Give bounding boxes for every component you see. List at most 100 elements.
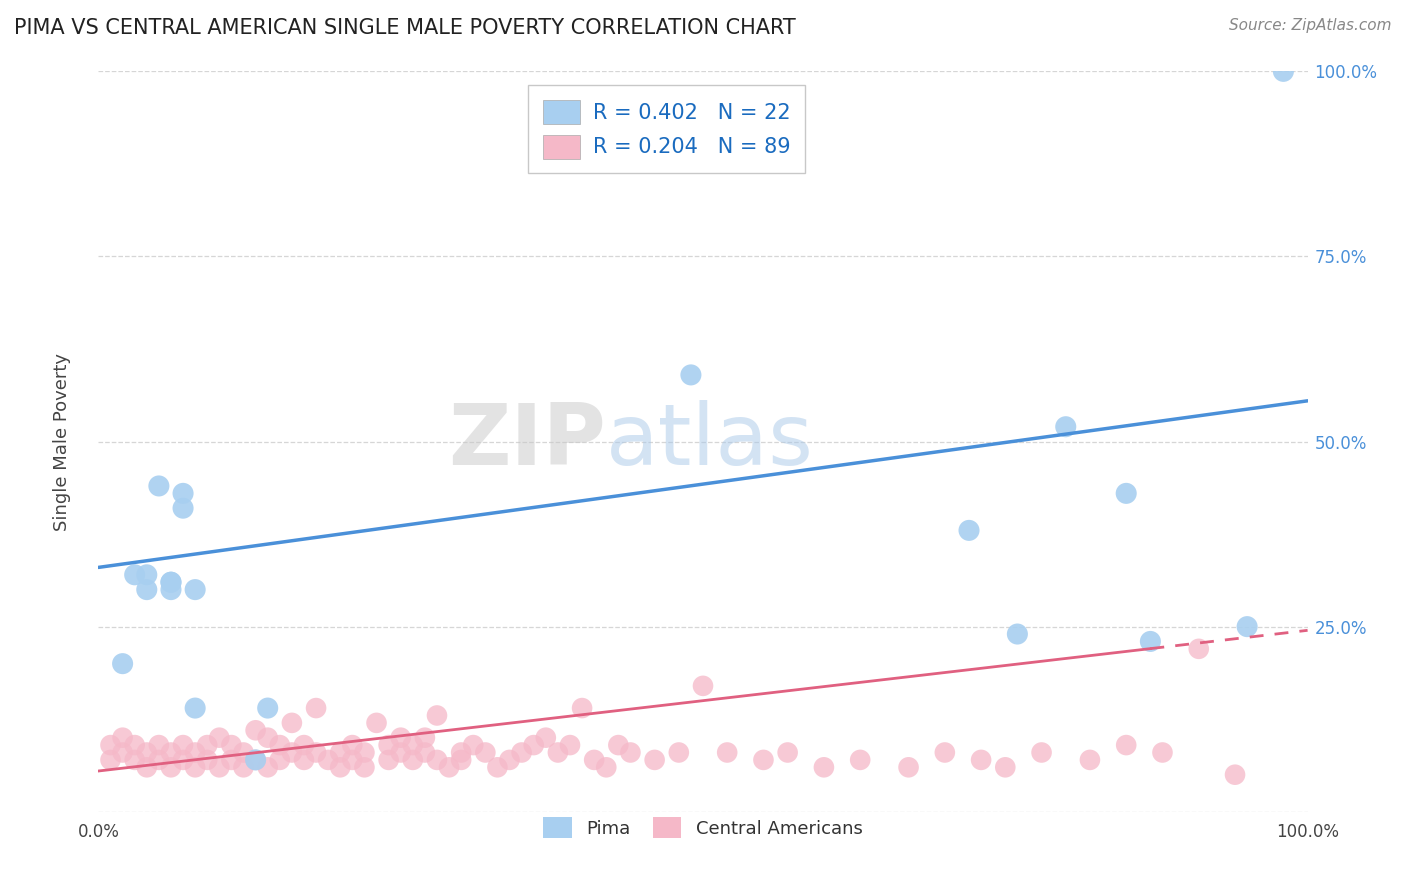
Point xyxy=(172,501,194,516)
Point xyxy=(100,738,122,752)
Point xyxy=(1223,767,1246,781)
Point xyxy=(342,738,364,752)
Point xyxy=(245,753,267,767)
Point xyxy=(329,760,352,774)
Point xyxy=(437,760,460,774)
Point xyxy=(1188,641,1211,656)
Point xyxy=(595,760,617,774)
Point xyxy=(208,731,231,745)
Text: atlas: atlas xyxy=(606,400,814,483)
Point xyxy=(450,746,472,760)
Point xyxy=(124,567,146,582)
Point xyxy=(426,708,449,723)
Point xyxy=(160,575,183,590)
Point xyxy=(1115,738,1137,752)
Point xyxy=(389,746,412,760)
Legend: Pima, Central Americans: Pima, Central Americans xyxy=(534,808,872,847)
Point xyxy=(510,746,533,760)
Point xyxy=(148,738,170,752)
Point xyxy=(679,368,702,382)
Point xyxy=(644,753,666,767)
Point xyxy=(111,657,134,671)
Point xyxy=(160,746,183,760)
Point xyxy=(124,753,146,767)
Point xyxy=(256,701,278,715)
Point xyxy=(934,746,956,760)
Point xyxy=(450,753,472,767)
Point xyxy=(486,760,509,774)
Point xyxy=(389,731,412,745)
Point xyxy=(776,746,799,760)
Point xyxy=(172,738,194,752)
Point xyxy=(269,753,291,767)
Point xyxy=(292,753,315,767)
Point xyxy=(184,746,207,760)
Point xyxy=(849,753,872,767)
Point xyxy=(402,738,425,752)
Point xyxy=(413,731,436,745)
Point xyxy=(692,679,714,693)
Point xyxy=(172,486,194,500)
Point xyxy=(1152,746,1174,760)
Point xyxy=(1139,634,1161,648)
Point xyxy=(281,746,304,760)
Point xyxy=(668,746,690,760)
Point xyxy=(1236,619,1258,633)
Point xyxy=(100,753,122,767)
Text: PIMA VS CENTRAL AMERICAN SINGLE MALE POVERTY CORRELATION CHART: PIMA VS CENTRAL AMERICAN SINGLE MALE POV… xyxy=(14,18,796,37)
Point xyxy=(402,753,425,767)
Point xyxy=(813,760,835,774)
Point xyxy=(897,760,920,774)
Point xyxy=(353,760,375,774)
Point xyxy=(970,753,993,767)
Point xyxy=(195,738,218,752)
Point xyxy=(111,731,134,745)
Point xyxy=(1054,419,1077,434)
Point xyxy=(256,760,278,774)
Text: Source: ZipAtlas.com: Source: ZipAtlas.com xyxy=(1229,18,1392,33)
Point xyxy=(160,582,183,597)
Point xyxy=(534,731,557,745)
Point xyxy=(558,738,581,752)
Point xyxy=(232,760,254,774)
Point xyxy=(377,753,399,767)
Point xyxy=(353,746,375,760)
Point xyxy=(148,479,170,493)
Point xyxy=(172,753,194,767)
Point xyxy=(292,738,315,752)
Point xyxy=(135,567,157,582)
Point xyxy=(305,701,328,715)
Point xyxy=(571,701,593,715)
Point xyxy=(716,746,738,760)
Point xyxy=(269,738,291,752)
Point xyxy=(305,746,328,760)
Point xyxy=(160,760,183,774)
Point xyxy=(366,715,388,730)
Point xyxy=(232,746,254,760)
Point xyxy=(1031,746,1053,760)
Point xyxy=(148,753,170,767)
Point xyxy=(221,753,243,767)
Point xyxy=(377,738,399,752)
Point xyxy=(1115,486,1137,500)
Point xyxy=(547,746,569,760)
Point xyxy=(583,753,606,767)
Point xyxy=(498,753,520,767)
Point xyxy=(523,738,546,752)
Point xyxy=(135,746,157,760)
Point xyxy=(426,753,449,767)
Point xyxy=(1272,64,1295,78)
Point xyxy=(474,746,496,760)
Point xyxy=(316,753,339,767)
Point xyxy=(208,760,231,774)
Point xyxy=(1007,627,1029,641)
Point xyxy=(957,524,980,538)
Point xyxy=(994,760,1017,774)
Point xyxy=(1078,753,1101,767)
Point xyxy=(463,738,485,752)
Point xyxy=(135,760,157,774)
Point xyxy=(607,738,630,752)
Point xyxy=(195,753,218,767)
Point xyxy=(184,701,207,715)
Point xyxy=(752,753,775,767)
